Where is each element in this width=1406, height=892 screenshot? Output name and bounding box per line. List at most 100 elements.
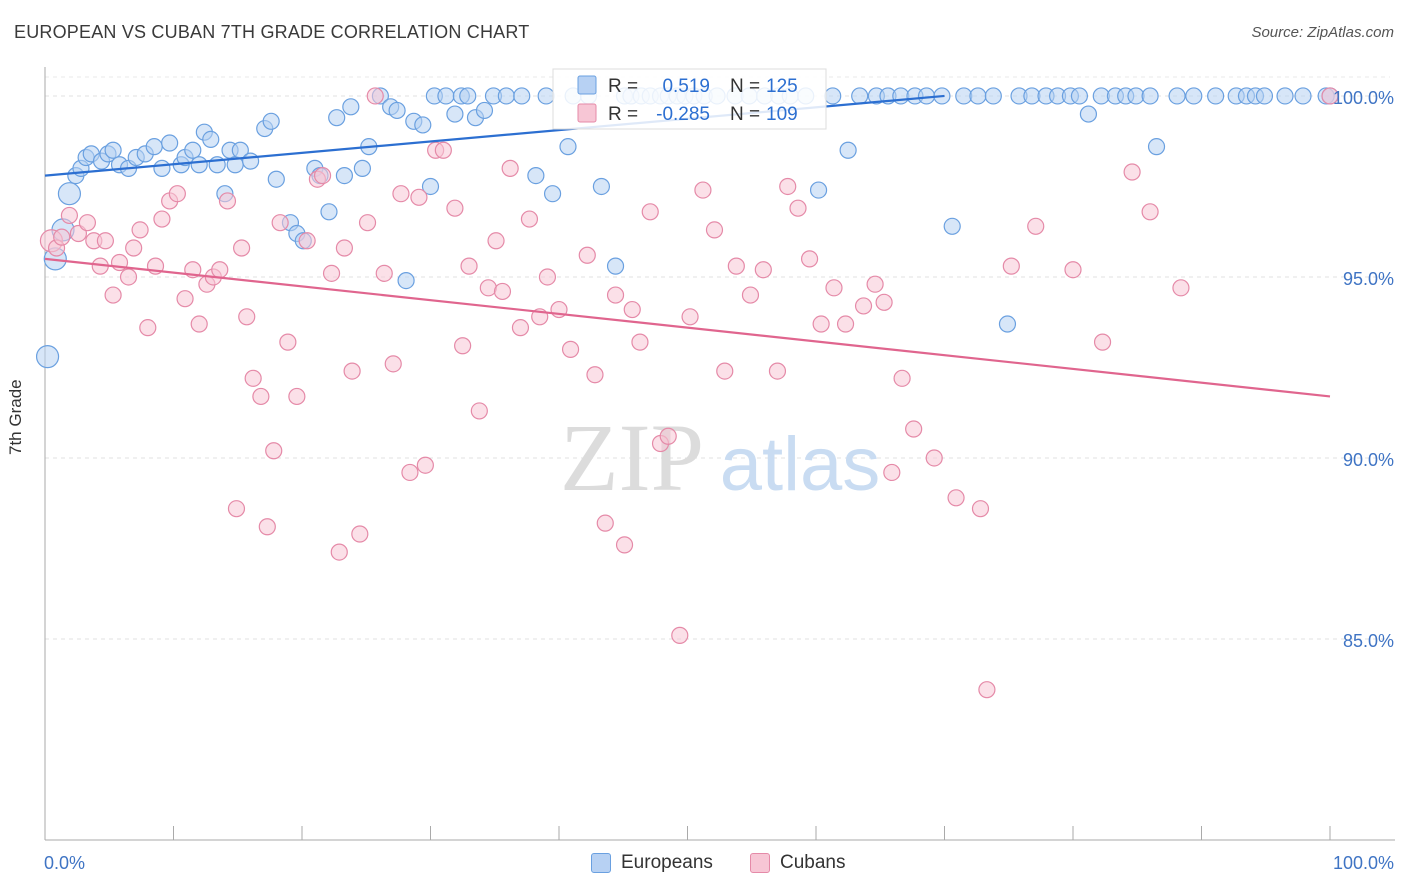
cubans-point xyxy=(416,456,434,474)
cubans-swatch xyxy=(750,853,770,873)
cubans-point xyxy=(60,206,79,225)
legend-label-cubans: Cubans xyxy=(780,852,846,873)
cubans-point xyxy=(1064,261,1082,279)
europeans-point xyxy=(353,159,371,177)
cubans-point xyxy=(768,362,787,380)
cubans-point xyxy=(641,203,659,221)
cubans-point xyxy=(925,449,943,467)
europeans-point xyxy=(559,138,577,156)
cubans-point xyxy=(313,167,332,185)
cubans-point xyxy=(883,463,901,482)
cubans-point xyxy=(631,333,649,351)
europeans-point xyxy=(537,87,555,105)
europeans-point xyxy=(320,203,338,221)
cubans-point xyxy=(812,315,830,333)
cubans-point xyxy=(520,210,539,228)
europeans-point xyxy=(161,134,179,152)
europeans-point xyxy=(202,130,220,149)
cubans-point xyxy=(119,268,138,286)
watermark-zip-text: ZIP xyxy=(560,404,704,511)
cubans-point xyxy=(460,257,478,275)
europeans-point xyxy=(104,141,122,159)
europeans-point xyxy=(1147,138,1166,156)
europeans-point xyxy=(1294,87,1312,105)
chart-title: EUROPEAN VS CUBAN 7TH GRADE CORRELATION … xyxy=(14,22,530,42)
cubans-point xyxy=(1027,217,1045,235)
legend-item-europeans[interactable]: Europeans xyxy=(591,852,713,874)
cubans-point xyxy=(227,500,246,518)
europeans-point xyxy=(1141,87,1159,105)
cubans-point xyxy=(1002,257,1020,275)
europeans-point xyxy=(1070,87,1089,105)
cubans-point xyxy=(615,536,634,554)
legend-r-label: R = xyxy=(608,76,638,97)
legend-r-value: 0.519 xyxy=(662,76,710,97)
cubans-point xyxy=(561,340,580,358)
legend-swatch-europeans xyxy=(577,75,597,95)
cubans-point xyxy=(727,257,745,275)
stats-legend: R = 0.519 N = 125 R = -0.285 N = 109 xyxy=(552,68,827,130)
cubans-point xyxy=(139,319,157,337)
cubans-point xyxy=(754,261,772,279)
europeans-point xyxy=(527,167,545,185)
europeans-point xyxy=(984,87,1002,105)
europeans-point xyxy=(475,101,494,120)
x-tick-label: 100.0% xyxy=(1333,853,1394,873)
europeans-point xyxy=(1255,87,1274,105)
axes xyxy=(44,67,1395,841)
cubans-point xyxy=(190,315,208,333)
cubans-point xyxy=(1141,203,1159,221)
europeans-point xyxy=(943,217,961,235)
europeans-point xyxy=(267,170,285,188)
cubans-point xyxy=(578,246,596,264)
cubans-point xyxy=(244,369,262,387)
y-tick-label: 90.0% xyxy=(1343,450,1394,470)
cubans-point xyxy=(671,626,689,644)
y-tick-label: 100.0% xyxy=(1333,88,1394,108)
cubans-point xyxy=(825,279,843,297)
legend-swatch-cubans xyxy=(577,103,597,123)
europeans-point xyxy=(262,112,280,130)
europeans-point xyxy=(592,177,611,196)
cubans-point xyxy=(623,300,641,319)
cubans-point xyxy=(401,463,419,482)
cubans-point xyxy=(875,293,893,311)
cubans-point xyxy=(905,420,923,438)
europeans-point xyxy=(1185,87,1203,105)
cubans-point xyxy=(176,290,194,308)
cubans-point xyxy=(153,210,171,228)
cubans-point xyxy=(694,181,712,199)
legend-label-europeans: Europeans xyxy=(621,852,713,873)
cubans-point xyxy=(298,232,316,250)
bottom-legend: Europeans Cubans xyxy=(0,852,1406,878)
legend-item-cubans[interactable]: Cubans xyxy=(750,852,846,874)
legend-n-label: N = xyxy=(730,76,760,97)
cubans-point xyxy=(322,264,341,282)
europeans-point xyxy=(335,167,354,185)
x-tick-label: 0.0% xyxy=(44,853,85,873)
cubans-point xyxy=(53,228,71,246)
cubans-point xyxy=(854,297,873,315)
europeans-point xyxy=(190,156,208,174)
cubans-point xyxy=(866,275,884,293)
legend-r-label: R = xyxy=(608,104,638,125)
cubans-point xyxy=(434,141,452,159)
cubans-point xyxy=(218,192,237,210)
cubans-point xyxy=(252,387,270,406)
europeans-point xyxy=(1207,87,1225,105)
cubans-point xyxy=(538,268,557,286)
cubans-point xyxy=(511,319,530,337)
x-tick-labels: 0.0% 100.0% xyxy=(44,853,1394,873)
cubans-point xyxy=(493,282,512,301)
cubans-point xyxy=(487,232,505,250)
cubans-point xyxy=(978,681,996,699)
cubans-point xyxy=(971,500,990,518)
cubans-point xyxy=(1321,87,1339,105)
cubans-point xyxy=(501,159,519,177)
cubans-point xyxy=(947,489,965,507)
cubans-point xyxy=(271,214,289,232)
europeans-point xyxy=(824,87,842,105)
stats-legend-box xyxy=(552,68,827,130)
europeans-point xyxy=(153,159,171,177)
cubans-point xyxy=(78,214,97,232)
